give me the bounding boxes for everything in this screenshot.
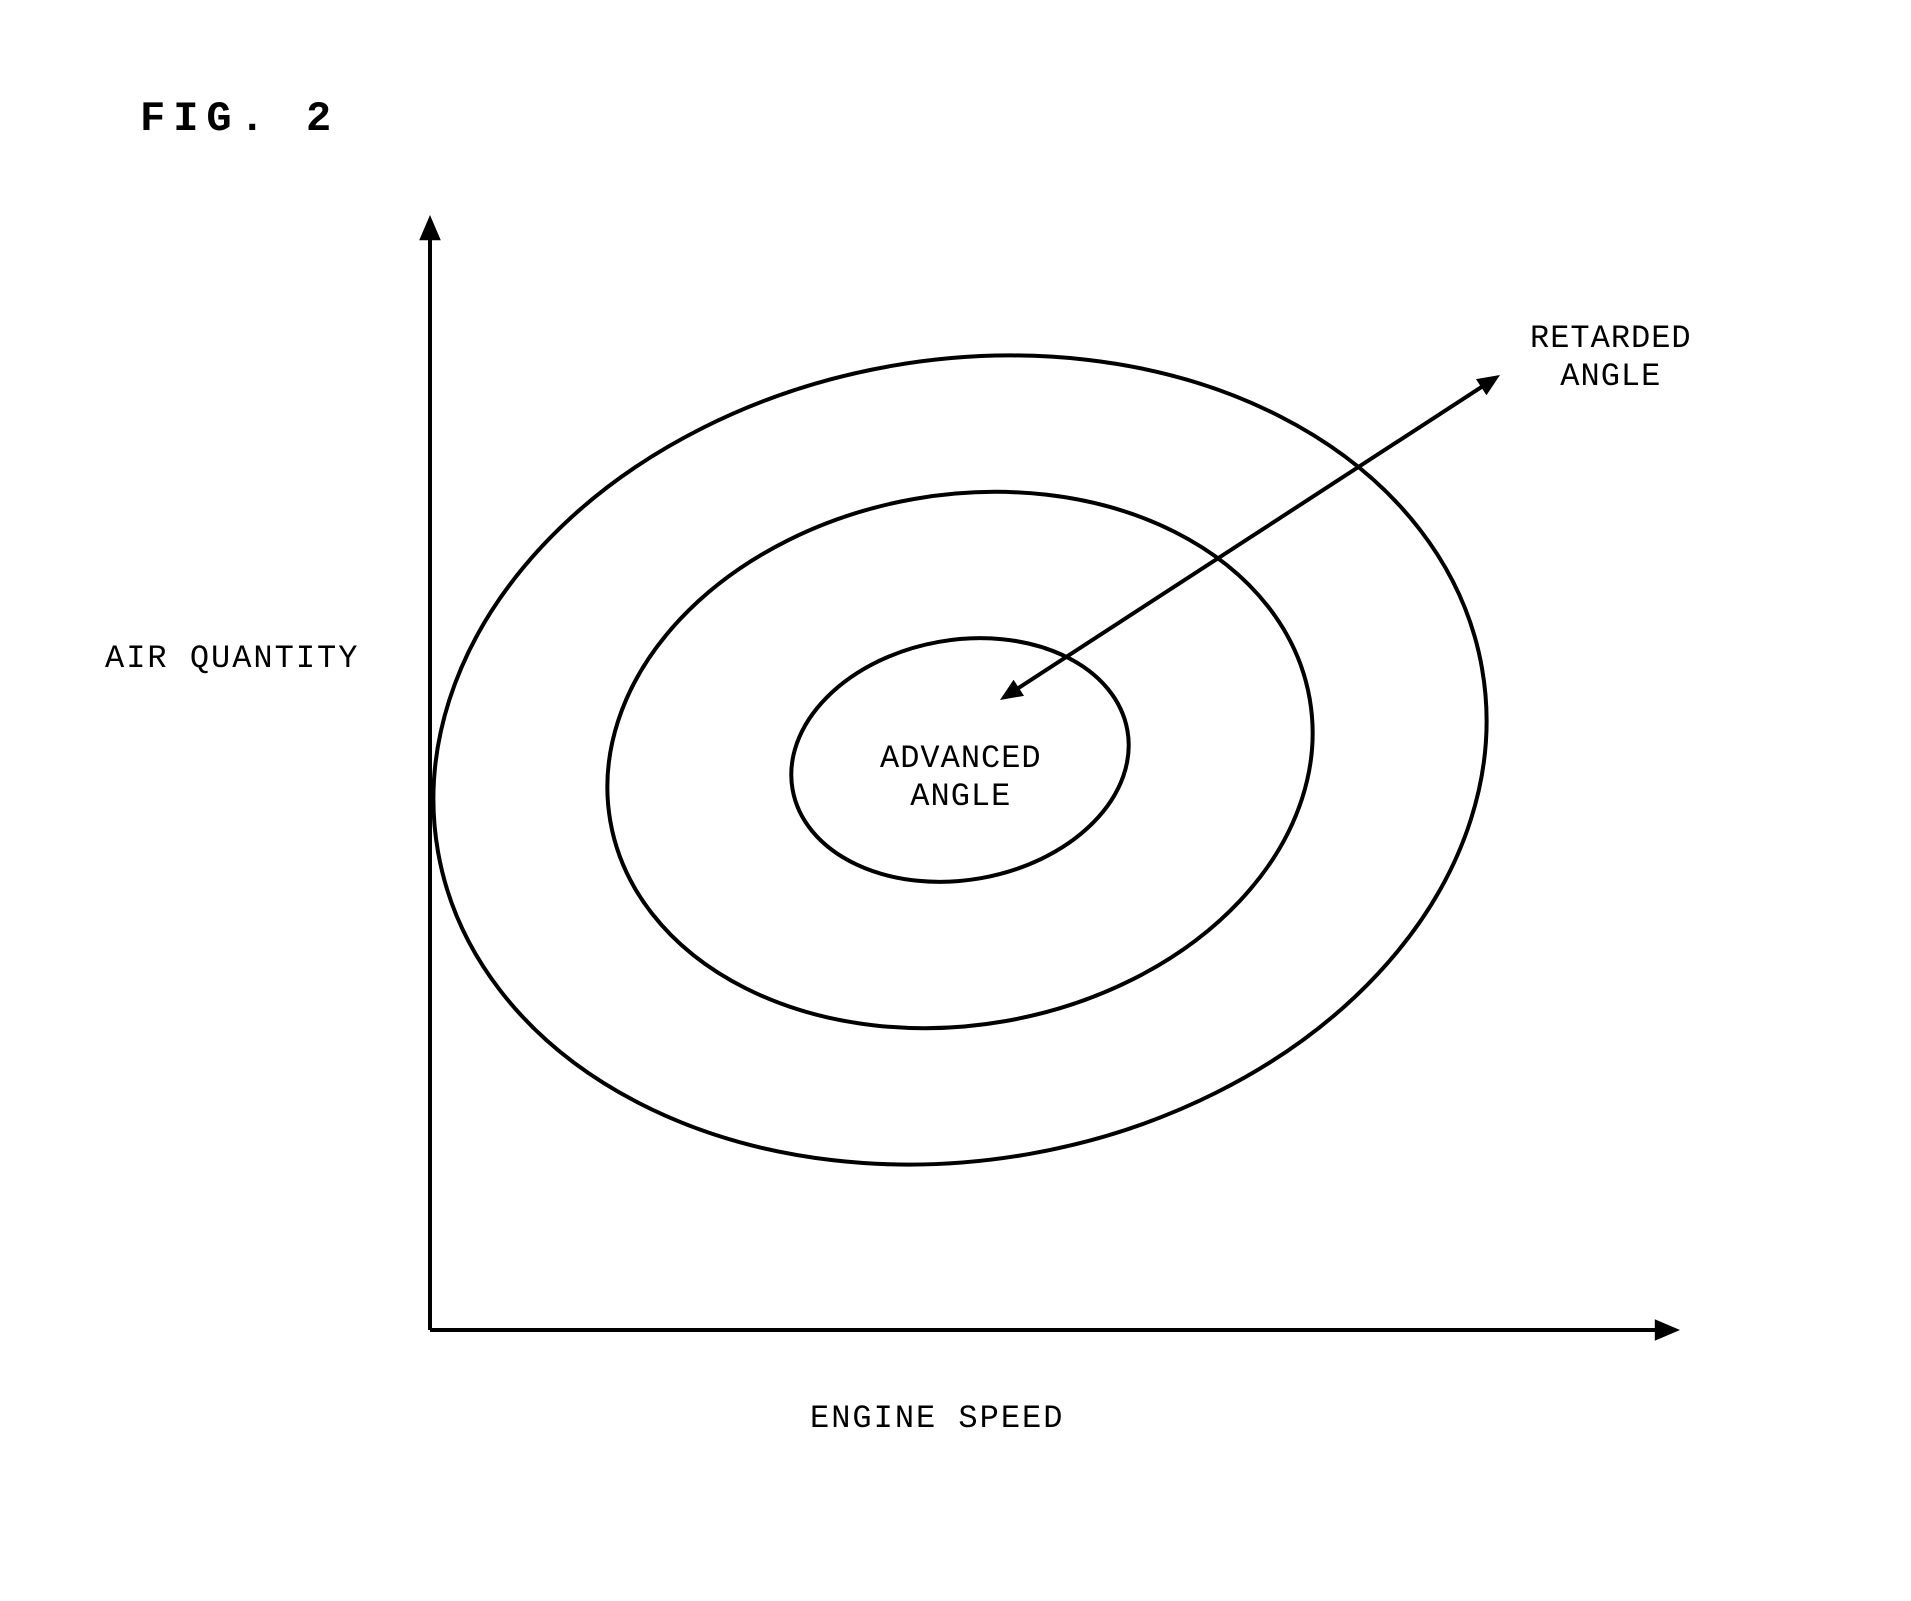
direction-arrow-outer-head xyxy=(1476,375,1500,395)
retarded-angle-line1: RETARDED xyxy=(1530,320,1692,357)
figure-title: FIG. 2 xyxy=(140,95,339,143)
y-axis-arrowhead xyxy=(419,215,441,240)
direction-arrow-inner-head xyxy=(1000,680,1024,700)
x-axis-label: ENGINE SPEED xyxy=(810,1400,1064,1437)
x-axis-arrowhead xyxy=(1655,1319,1680,1341)
retarded-angle-label: RETARDED ANGLE xyxy=(1530,320,1692,397)
retarded-angle-line2: ANGLE xyxy=(1560,358,1661,395)
advanced-angle-label: ADVANCED ANGLE xyxy=(880,740,1042,817)
direction-arrow-line xyxy=(1013,384,1486,692)
advanced-angle-line1: ADVANCED xyxy=(880,740,1042,777)
advanced-angle-line2: ANGLE xyxy=(910,778,1011,815)
y-axis-label: AIR QUANTITY xyxy=(105,640,359,677)
